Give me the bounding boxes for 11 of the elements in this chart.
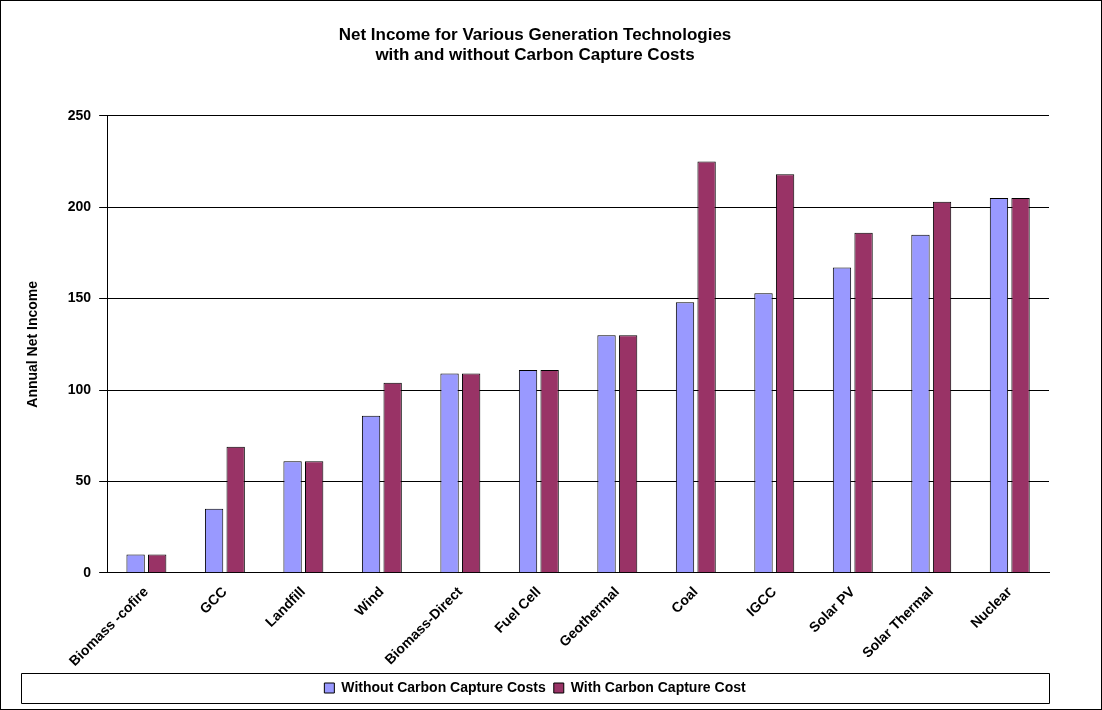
y-tick-label: 100 <box>67 380 92 397</box>
y-tick-label: 0 <box>83 563 92 580</box>
text: Net Income for Various Generation Technologies <box>338 24 732 44</box>
y-tick-label: 50 <box>75 472 92 489</box>
y-tick-label: 200 <box>67 198 92 215</box>
y-tick-label: 250 <box>67 106 92 123</box>
y-axis-title: Annual Net Income <box>24 280 41 408</box>
text: with and without Carbon Capture Costs <box>375 45 695 65</box>
legend-label: Without Carbon Capture Costs <box>341 678 546 695</box>
y-tick-label: 150 <box>67 289 92 306</box>
legend-label: With Carbon Capture Cost <box>570 678 746 695</box>
